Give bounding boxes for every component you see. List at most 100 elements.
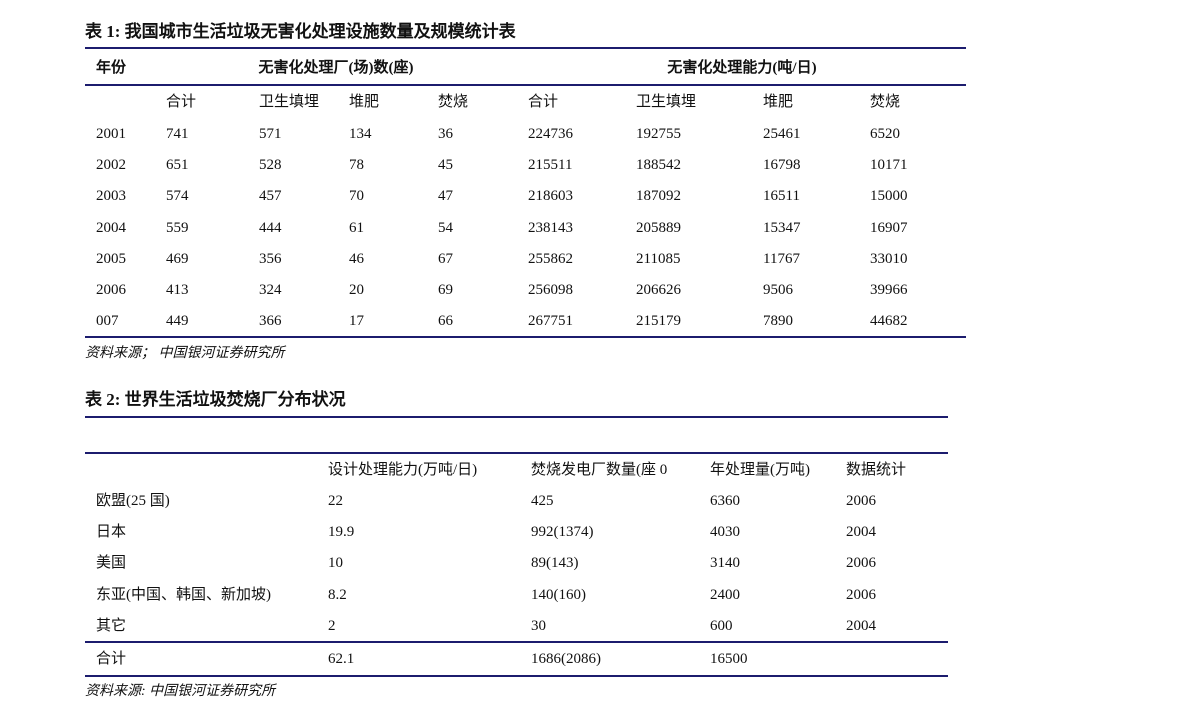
source-note: 资料来源； 中国银河证券研究所 xyxy=(85,346,285,361)
table-cell: 6520 xyxy=(870,126,900,142)
table-cell: 2400 xyxy=(710,586,740,603)
table-cell: 651 xyxy=(166,157,189,174)
column-group-header: 无害化处理能力(吨/日) xyxy=(667,60,817,76)
rule xyxy=(85,641,948,643)
table-cell: 15000 xyxy=(870,188,908,205)
rule xyxy=(85,416,948,418)
table-cell: 2006 xyxy=(846,493,876,509)
column-header: 卫生填埋 xyxy=(259,94,320,110)
table-cell: 54 xyxy=(438,219,453,236)
table-cell: 571 xyxy=(259,126,282,142)
table-cell: 2001 xyxy=(96,126,126,142)
table-cell: 78 xyxy=(349,157,364,174)
table-cell: 140(160) xyxy=(531,586,586,603)
table-cell: 30 xyxy=(531,617,546,634)
table-cell: 2002 xyxy=(96,157,126,174)
table-cell: 356 xyxy=(259,250,282,267)
table-cell: 007 xyxy=(96,313,119,330)
rule xyxy=(85,84,966,86)
table-cell: 67 xyxy=(438,250,453,267)
column-header: 卫生填埋 xyxy=(636,94,697,110)
table-cell: 25461 xyxy=(763,126,801,142)
column-header: 设计处理能力(万吨/日) xyxy=(328,462,478,478)
table-cell: 215511 xyxy=(528,157,573,174)
table-cell: 238143 xyxy=(528,219,573,236)
table-cell: 6360 xyxy=(710,493,740,509)
table-cell: 425 xyxy=(531,493,554,509)
table-cell: 574 xyxy=(166,188,189,205)
column-header: 合计 xyxy=(166,94,197,110)
table-cell: 10171 xyxy=(870,157,908,174)
table-cell: 215179 xyxy=(636,313,681,330)
table-cell: 449 xyxy=(166,313,189,330)
table-cell: 2004 xyxy=(846,524,876,541)
table-cell: 267751 xyxy=(528,313,573,330)
table-cell: 4030 xyxy=(710,524,740,541)
table-cell: 9506 xyxy=(763,282,793,298)
table-cell: 457 xyxy=(259,188,282,205)
column-header: 堆肥 xyxy=(349,94,380,110)
table-cell: 39966 xyxy=(870,282,908,298)
table-cell: 44682 xyxy=(870,313,908,330)
table-cell: 444 xyxy=(259,219,282,236)
table-cell: 2006 xyxy=(846,555,876,572)
column-header: 焚烧发电厂数量(座 0 xyxy=(531,462,668,478)
table-cell: 45 xyxy=(438,157,453,174)
table-cell: 69 xyxy=(438,282,453,298)
table-cell: 20 xyxy=(349,282,364,298)
table-cell: 134 xyxy=(349,126,372,142)
total-cell: 16500 xyxy=(710,651,748,667)
table-cell: 211085 xyxy=(636,250,681,267)
table-cell: 47 xyxy=(438,188,453,205)
table-title: 表 1: 我国城市生活垃圾无害化处理设施数量及规模统计表 xyxy=(85,22,516,41)
table-cell: 600 xyxy=(710,617,733,634)
table-cell: 17 xyxy=(349,313,364,330)
table-cell: 2004 xyxy=(96,219,126,236)
column-header: 年份 xyxy=(96,60,127,76)
table-cell: 192755 xyxy=(636,126,681,142)
column-header: 数据统计 xyxy=(846,462,907,478)
table-cell: 218603 xyxy=(528,188,573,205)
column-header: 焚烧 xyxy=(438,94,469,110)
table-cell: 其它 xyxy=(96,617,127,634)
table-cell: 8.2 xyxy=(328,586,347,603)
table-cell: 2003 xyxy=(96,188,126,205)
table-cell: 3140 xyxy=(710,555,740,572)
total-cell: 1686(2086) xyxy=(531,651,601,667)
rule xyxy=(85,452,948,454)
total-cell: 合计 xyxy=(96,651,127,667)
table-cell: 15347 xyxy=(763,219,801,236)
source-note: 资料来源: 中国银河证券研究所 xyxy=(85,684,276,699)
column-header: 堆肥 xyxy=(763,94,794,110)
table-cell: 324 xyxy=(259,282,282,298)
table-cell: 188542 xyxy=(636,157,681,174)
rule xyxy=(85,675,948,677)
column-group-header: 无害化处理厂(场)数(座) xyxy=(258,60,414,76)
rule xyxy=(85,336,966,338)
table-cell: 70 xyxy=(349,188,364,205)
table-cell: 66 xyxy=(438,313,453,330)
table-cell: 东亚(中国、韩国、新加坡) xyxy=(96,586,271,603)
table-cell: 22 xyxy=(328,493,343,509)
table-cell: 366 xyxy=(259,313,282,330)
table-cell: 224736 xyxy=(528,126,573,142)
table-cell: 日本 xyxy=(96,524,127,541)
table-cell: 美国 xyxy=(96,555,127,572)
table-cell: 559 xyxy=(166,219,189,236)
table-cell: 10 xyxy=(328,555,343,572)
table-cell: 2006 xyxy=(846,586,876,603)
table-cell: 2004 xyxy=(846,617,876,634)
table-cell: 206626 xyxy=(636,282,681,298)
table-cell: 16907 xyxy=(870,219,908,236)
table-cell: 16511 xyxy=(763,188,800,205)
column-header: 年处理量(万吨) xyxy=(710,462,810,478)
total-cell: 62.1 xyxy=(328,651,355,667)
table-cell: 469 xyxy=(166,250,189,267)
table-cell: 2006 xyxy=(96,282,126,298)
table-cell: 255862 xyxy=(528,250,573,267)
table-cell: 46 xyxy=(349,250,364,267)
column-header: 焚烧 xyxy=(870,94,901,110)
table-cell: 61 xyxy=(349,219,364,236)
rule xyxy=(85,47,966,49)
